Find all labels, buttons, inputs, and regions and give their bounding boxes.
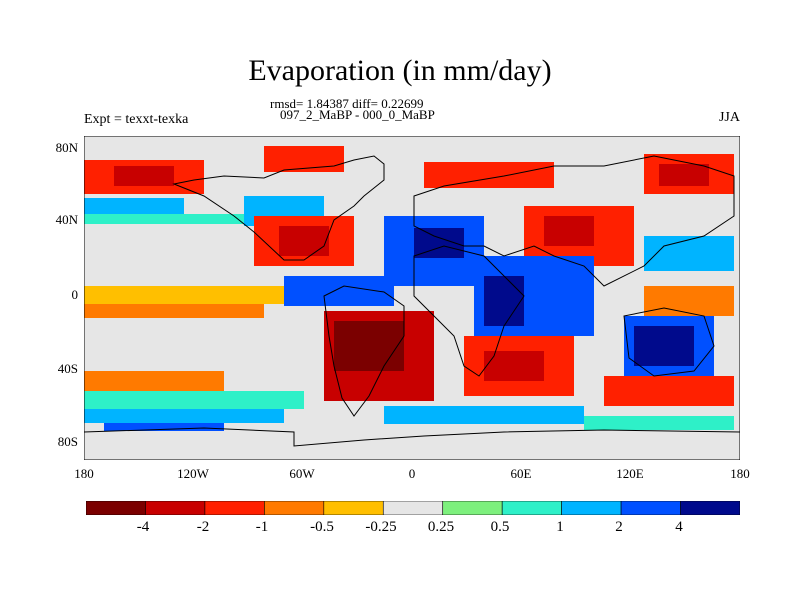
field-patch: [644, 236, 734, 271]
colorbar-swatch: [442, 501, 503, 515]
land-outline: [84, 155, 740, 447]
stats-text: rmsd= 1.84387 diff= 0.22699: [270, 96, 424, 111]
y-tick-label: 0: [71, 287, 79, 302]
field-patch: [384, 406, 584, 424]
x-tick-label: 180: [730, 466, 750, 481]
colorbar-swatch: [204, 501, 265, 515]
field-patch: [544, 216, 594, 246]
field-patch: [659, 164, 709, 186]
field-patch: [334, 321, 404, 371]
field-patch: [644, 286, 734, 316]
field-patch: [84, 286, 284, 304]
field-patch: [484, 276, 524, 326]
x-tick-label: 0: [408, 466, 416, 481]
season-label: JJA: [718, 110, 740, 125]
colorbar-swatch: [680, 501, 740, 515]
x-tick-label: 120W: [177, 466, 209, 481]
x-tick-label: 60E: [510, 466, 532, 481]
colorbar-label: 0.25: [427, 519, 455, 535]
colorbar-swatch: [501, 501, 562, 515]
y-tick-label: 40N: [55, 212, 78, 227]
colorbar-label: 4: [675, 519, 683, 535]
period-text: 097_2_MaBP - 000_0_MaBP: [280, 107, 435, 122]
colorbar-swatch: [145, 501, 206, 515]
field-patch: [84, 391, 304, 409]
x-tick-label: 60W: [289, 466, 315, 481]
colorbar-swatch: [620, 501, 681, 515]
colorbar-label: 0.5: [490, 519, 510, 535]
colorbar-label: 2: [615, 519, 623, 535]
field-patch: [424, 162, 554, 188]
experiment-label: Expt = texxt-texka: [84, 112, 189, 127]
colorbar-label: -0.5: [310, 519, 334, 535]
field-patch: [279, 226, 329, 256]
field-patch: [84, 371, 224, 391]
field-patch: [264, 146, 344, 172]
evaporation-map: [84, 136, 740, 460]
field-patch: [484, 351, 544, 381]
x-tick-label: 120E: [616, 466, 644, 481]
colorbar-swatch: [382, 501, 444, 515]
field-patch: [604, 376, 734, 406]
y-tick-label: 80S: [57, 434, 78, 449]
colorbar-label: 1: [556, 519, 564, 535]
colorbar-label: -2: [196, 519, 210, 535]
colorbar-swatch: [264, 501, 325, 515]
field-patch: [114, 166, 174, 186]
field-patch: [104, 423, 224, 431]
colorbar-label: -1: [255, 519, 269, 535]
field-patch: [584, 416, 734, 430]
field-patch: [84, 304, 264, 318]
field-patch: [84, 409, 284, 423]
x-tick-label: 180: [74, 466, 94, 481]
map-title: Evaporation (in mm/day): [248, 54, 552, 87]
colorbar-label: -4: [136, 519, 150, 535]
field-patch: [84, 214, 244, 224]
colorbar-label: -0.25: [365, 519, 397, 535]
field-patch: [84, 198, 184, 216]
colorbar-swatch: [561, 501, 622, 515]
colorbar-swatch: [86, 501, 146, 515]
colorbar-swatch: [323, 501, 384, 515]
colorbar: [86, 501, 740, 515]
y-tick-label: 80N: [55, 140, 78, 155]
field-patch: [634, 326, 694, 366]
y-tick-label: 40S: [57, 361, 78, 376]
